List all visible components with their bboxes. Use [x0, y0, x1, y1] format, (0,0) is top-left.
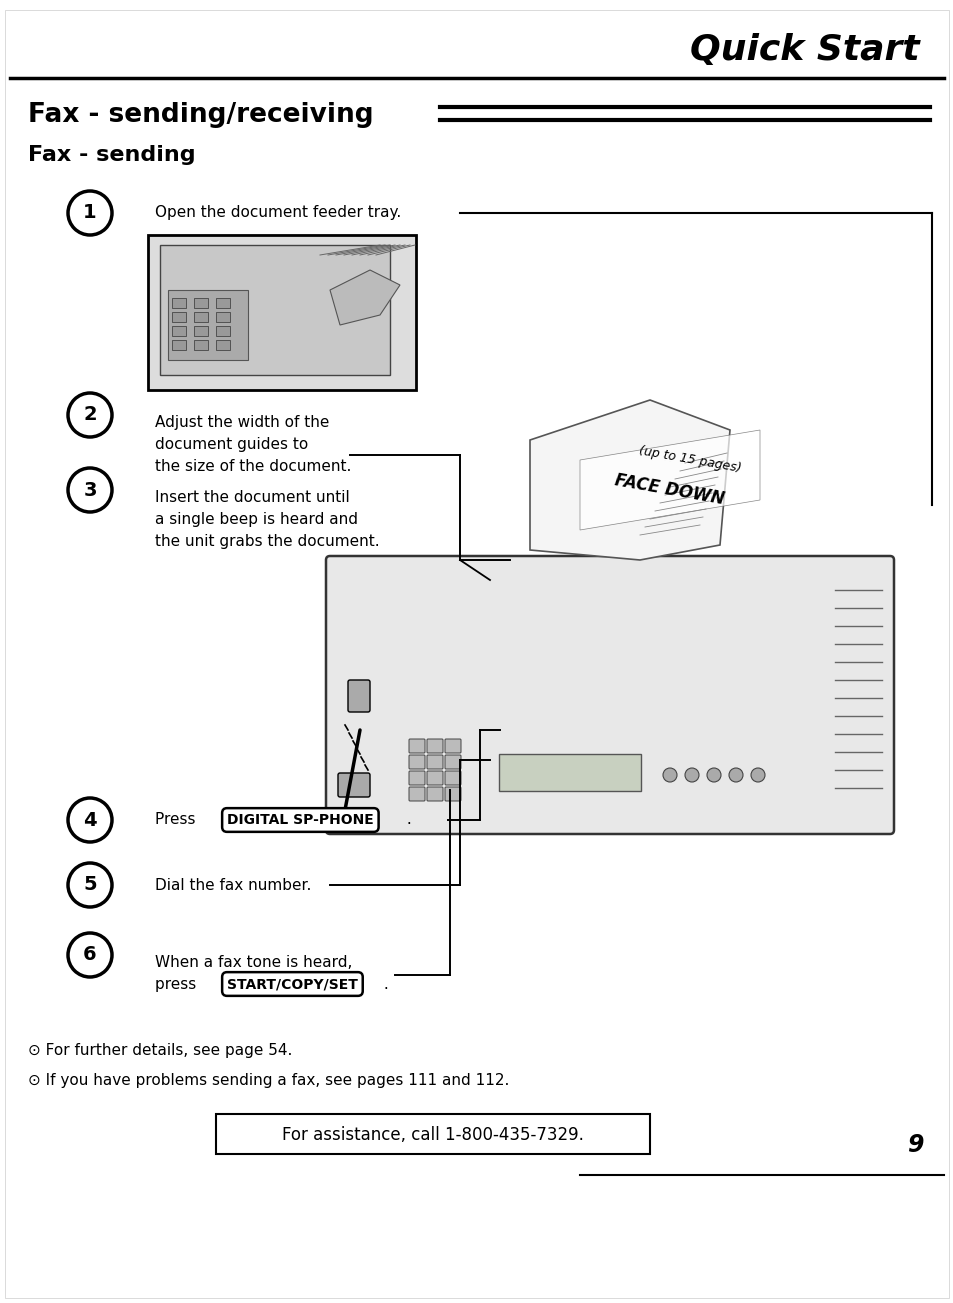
Circle shape: [68, 192, 112, 235]
FancyBboxPatch shape: [172, 311, 186, 322]
FancyBboxPatch shape: [427, 787, 442, 801]
Circle shape: [68, 468, 112, 512]
Circle shape: [68, 933, 112, 977]
Text: Dial the fax number.: Dial the fax number.: [154, 877, 311, 893]
FancyBboxPatch shape: [409, 787, 424, 801]
Circle shape: [684, 767, 699, 782]
Text: DIGITAL SP-PHONE: DIGITAL SP-PHONE: [227, 813, 374, 827]
Text: Quick Start: Quick Start: [690, 33, 919, 66]
FancyBboxPatch shape: [193, 326, 208, 336]
Polygon shape: [330, 270, 399, 324]
FancyBboxPatch shape: [215, 298, 230, 308]
Circle shape: [706, 767, 720, 782]
Text: 3: 3: [83, 481, 96, 499]
Text: Quick Start: Quick Start: [690, 35, 919, 69]
Text: Open the document feeder tray.: Open the document feeder tray.: [154, 206, 401, 220]
Text: Quick Start: Quick Start: [689, 33, 918, 66]
Text: For assistance, call 1-800-435-7329.: For assistance, call 1-800-435-7329.: [282, 1126, 583, 1144]
Text: 2: 2: [83, 405, 96, 425]
FancyBboxPatch shape: [172, 298, 186, 308]
Circle shape: [728, 767, 742, 782]
Text: .: .: [401, 813, 412, 827]
FancyBboxPatch shape: [409, 754, 424, 769]
Text: When a fax tone is heard,: When a fax tone is heard,: [154, 955, 352, 969]
Text: Quick Start: Quick Start: [692, 33, 921, 66]
Text: 1: 1: [83, 203, 96, 223]
Text: FACE DOWN: FACE DOWN: [613, 472, 725, 508]
Circle shape: [68, 797, 112, 842]
Text: Fax - sending/receiving: Fax - sending/receiving: [28, 102, 374, 128]
FancyBboxPatch shape: [444, 739, 460, 753]
FancyBboxPatch shape: [193, 340, 208, 351]
Text: 5: 5: [83, 876, 96, 894]
FancyBboxPatch shape: [193, 311, 208, 322]
Text: Quick Start: Quick Start: [689, 34, 918, 68]
Text: Adjust the width of the
document guides to
the size of the document.: Adjust the width of the document guides …: [154, 414, 351, 474]
Text: Quick Start: Quick Start: [691, 34, 920, 68]
FancyBboxPatch shape: [193, 298, 208, 308]
Text: Quick Start: Quick Start: [690, 31, 919, 65]
FancyBboxPatch shape: [160, 245, 390, 375]
FancyBboxPatch shape: [427, 739, 442, 753]
Text: START/COPY/SET: START/COPY/SET: [227, 977, 357, 992]
Text: Press: Press: [154, 813, 205, 827]
Text: (up to 15 pages): (up to 15 pages): [638, 444, 741, 476]
FancyBboxPatch shape: [215, 340, 230, 351]
FancyBboxPatch shape: [215, 311, 230, 322]
FancyBboxPatch shape: [172, 340, 186, 351]
FancyBboxPatch shape: [326, 556, 893, 834]
Text: ⊙ For further details, see page 54.: ⊙ For further details, see page 54.: [28, 1042, 292, 1058]
Polygon shape: [579, 430, 760, 530]
Text: 6: 6: [83, 946, 96, 964]
FancyBboxPatch shape: [148, 235, 416, 390]
FancyBboxPatch shape: [168, 291, 248, 360]
Circle shape: [662, 767, 677, 782]
Circle shape: [68, 863, 112, 907]
Text: Fax - sending: Fax - sending: [28, 145, 195, 165]
Text: 9: 9: [905, 1134, 923, 1157]
Text: Insert the document until
a single beep is heard and
the unit grabs the document: Insert the document until a single beep …: [154, 490, 379, 550]
FancyBboxPatch shape: [444, 787, 460, 801]
FancyBboxPatch shape: [498, 754, 640, 791]
Text: ⊙ If you have problems sending a fax, see pages 111 and 112.: ⊙ If you have problems sending a fax, se…: [28, 1072, 509, 1088]
FancyBboxPatch shape: [215, 326, 230, 336]
FancyBboxPatch shape: [427, 754, 442, 769]
FancyBboxPatch shape: [348, 680, 370, 711]
FancyBboxPatch shape: [172, 326, 186, 336]
Text: press: press: [154, 977, 206, 992]
FancyBboxPatch shape: [427, 771, 442, 784]
FancyBboxPatch shape: [444, 754, 460, 769]
FancyBboxPatch shape: [409, 739, 424, 753]
Polygon shape: [530, 400, 729, 560]
FancyBboxPatch shape: [215, 1114, 649, 1154]
Text: .: .: [378, 977, 388, 992]
Circle shape: [68, 394, 112, 437]
Text: 4: 4: [83, 810, 96, 830]
FancyBboxPatch shape: [5, 10, 948, 1298]
Text: Quick Start: Quick Start: [691, 33, 920, 66]
FancyBboxPatch shape: [337, 773, 370, 797]
FancyBboxPatch shape: [409, 771, 424, 784]
Text: Quick Start: Quick Start: [688, 33, 917, 66]
FancyBboxPatch shape: [444, 771, 460, 784]
Circle shape: [750, 767, 764, 782]
